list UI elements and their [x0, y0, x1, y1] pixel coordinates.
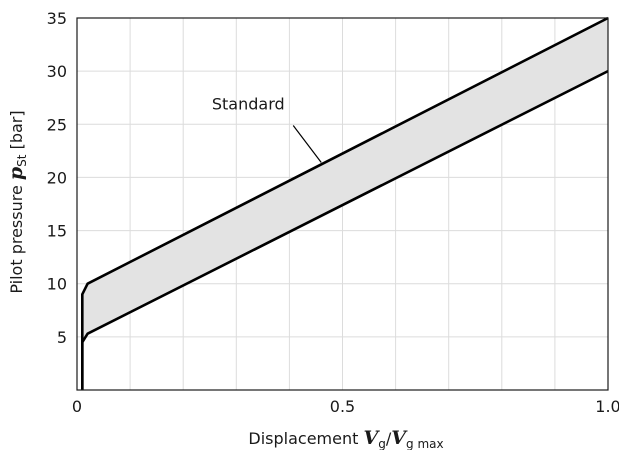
series-lines: [81, 16, 609, 390]
y-axis-unit: [bar]: [7, 110, 26, 149]
x-tick-label: 1.0: [595, 397, 619, 416]
y-tick-label: 10: [47, 275, 67, 294]
x-axis-separator: /: [386, 429, 392, 448]
x-axis-symbol-subscript: g: [378, 437, 386, 450]
y-tick-label: 30: [47, 62, 67, 81]
y-axis-symbol-subscript: St: [15, 154, 29, 167]
standard-annotation-leader: [292, 125, 322, 163]
y-tick-label: 25: [47, 115, 67, 134]
y-axis-title: Pilot pressure pSt [bar]: [5, 110, 29, 293]
lower-limit-line: [81, 69, 609, 390]
standard-band-area: [82, 18, 609, 390]
x-tick-label: 0.5: [330, 397, 355, 416]
y-tick-label: 35: [47, 9, 67, 28]
x-axis-title-prefix: Displacement: [248, 429, 358, 448]
y-tick-labels: 5 10 15 20 25 30 35: [47, 9, 67, 347]
x-axis-symbol-2: V: [391, 427, 408, 449]
y-axis-title-prefix: Pilot pressure: [7, 185, 26, 293]
standard-annotation-label: Standard: [212, 95, 285, 114]
y-tick-label: 20: [47, 168, 67, 187]
x-axis-title: Displacement Vg/Vg max: [248, 427, 443, 450]
x-tick-label: 0: [72, 397, 82, 416]
x-axis-symbol: V: [364, 427, 381, 449]
y-axis-symbol: p: [5, 166, 27, 180]
plot-frame: [76, 17, 609, 391]
y-tick-label: 5: [57, 328, 67, 347]
x-tick-labels: 0 0.5 1.0: [72, 397, 619, 416]
y-tick-label: 15: [47, 222, 67, 241]
x-axis-symbol-2-subscript: g max: [406, 437, 444, 450]
